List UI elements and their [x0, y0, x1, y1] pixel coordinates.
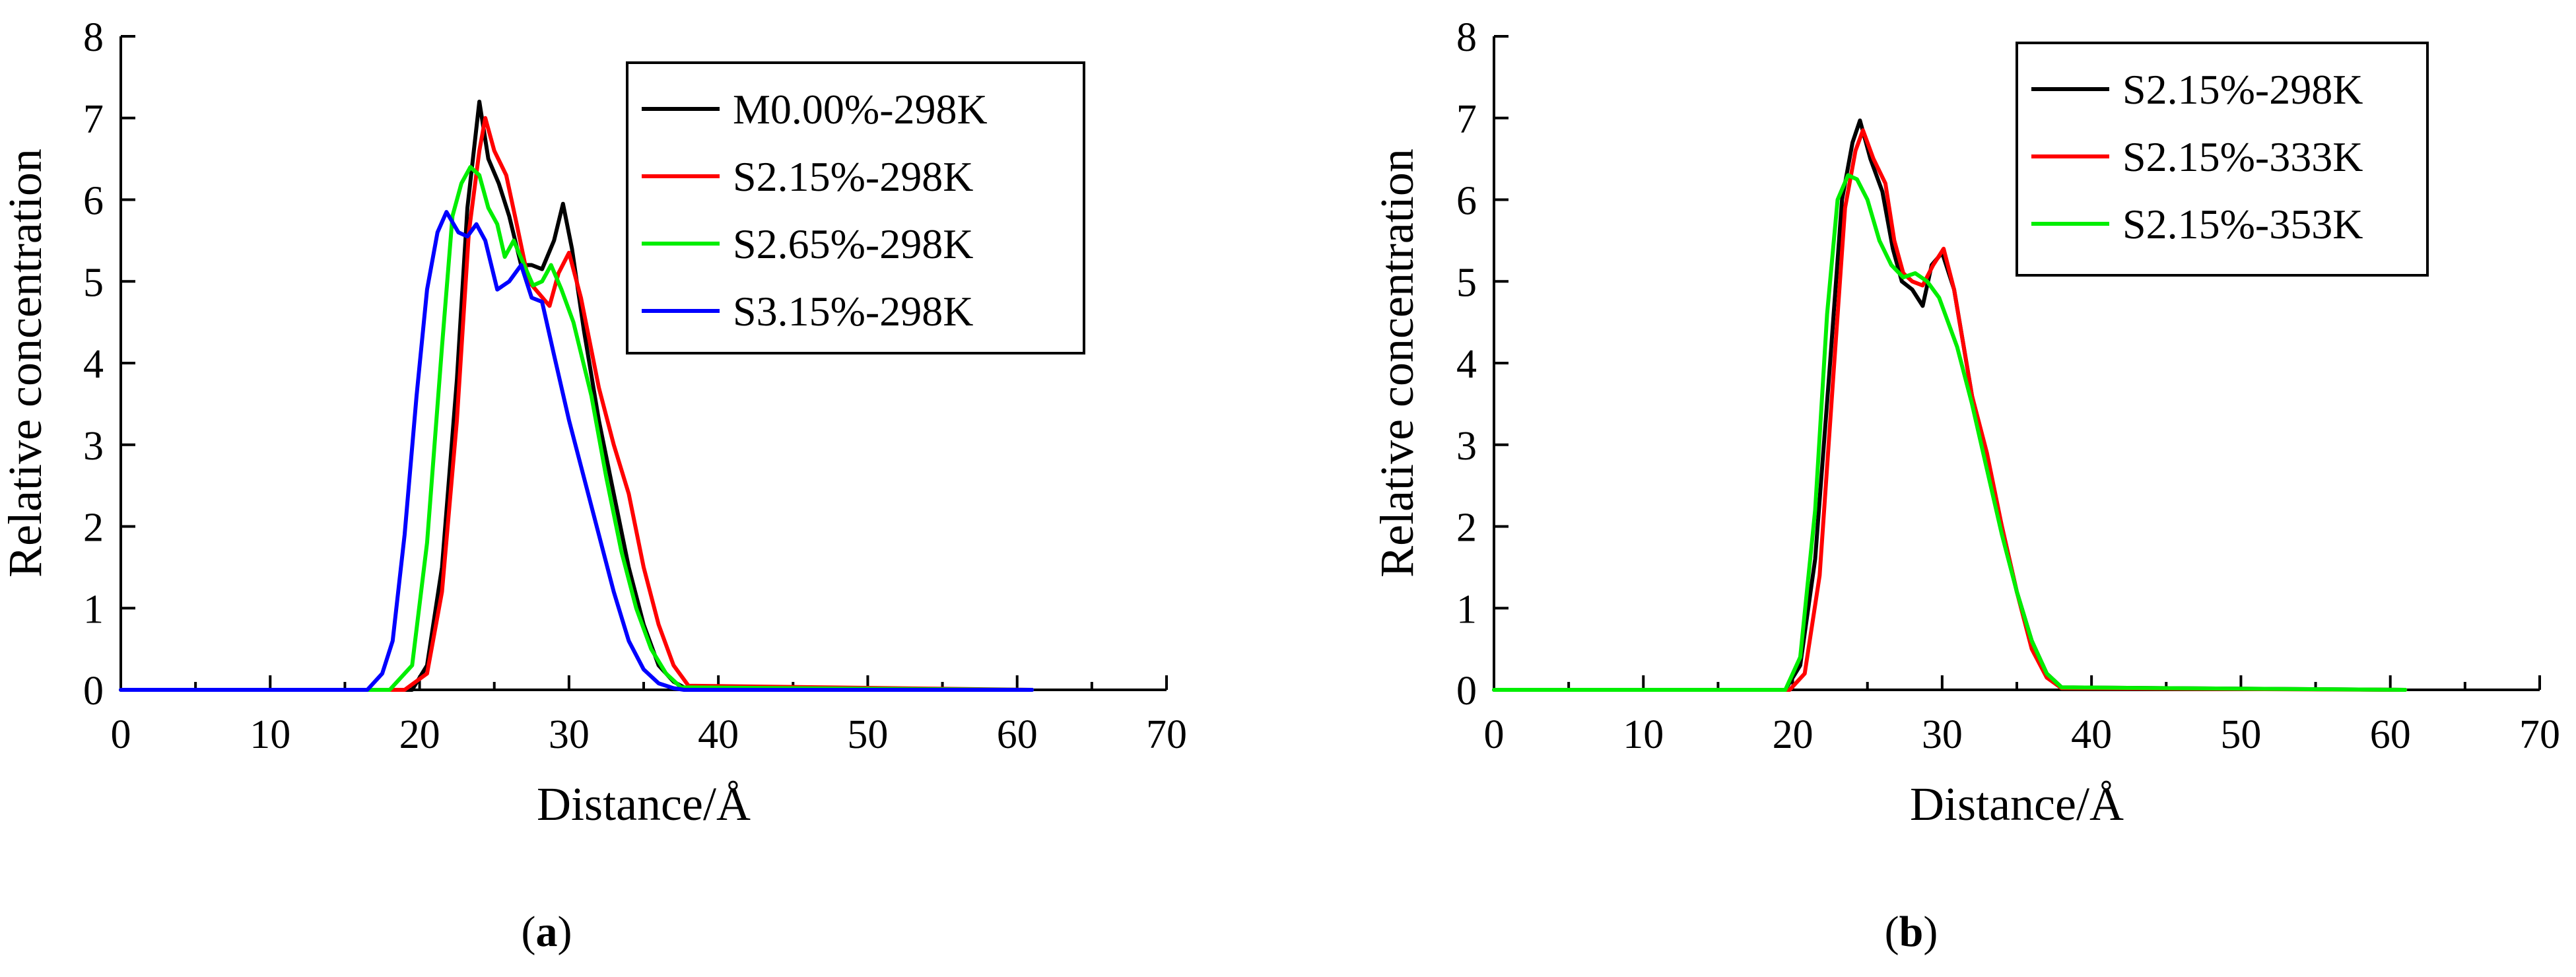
y-tick-label: 8 — [83, 15, 104, 60]
legend-label: S2.15%-298K — [2122, 66, 2363, 113]
y-tick-label: 0 — [1456, 669, 1477, 714]
x-tick-label: 10 — [1623, 712, 1664, 757]
series-line — [119, 116, 1034, 692]
legend-label: S2.15%-353K — [2122, 201, 2363, 248]
series-line — [1492, 173, 2408, 692]
y-tick-label: 7 — [1456, 97, 1477, 142]
x-tick-label: 0 — [1484, 712, 1505, 757]
legend-box — [626, 61, 1085, 354]
y-tick-label: 4 — [1456, 342, 1477, 387]
x-tick-label: 70 — [1146, 712, 1187, 757]
series-line — [119, 100, 1034, 692]
y-tick-label: 2 — [1456, 506, 1477, 551]
x-tick-label: 30 — [549, 712, 590, 757]
legend: M0.00%-298K S2.15%-298K S2.65%-298K S3.15%-… — [626, 61, 1085, 354]
y-tick-label: 7 — [83, 97, 104, 142]
chart-panel-a: 0 10 20 30 40 50 60 70 0 1 2 3 4 5 6 7 8 Distance/Å Relati… — [0, 15, 1187, 956]
x-tick-label: 40 — [698, 712, 739, 757]
x-tick-label: 30 — [1922, 712, 1963, 757]
y-tick-label: 2 — [83, 506, 104, 551]
legend-label: S2.65%-298K — [733, 220, 973, 267]
y-tick-label: 5 — [83, 260, 104, 305]
y-tick-label: 1 — [83, 587, 104, 632]
legend: S2.15%-298K S2.15%-333K S2.15%-353K — [2016, 42, 2429, 277]
legend-box — [2016, 42, 2429, 277]
y-axis-title: Relative concentration — [0, 149, 51, 578]
x-tick-label: 40 — [2071, 712, 2112, 757]
y-tick-label: 6 — [83, 179, 104, 224]
legend-label: S2.15%-333K — [2122, 133, 2363, 180]
panel-caption: (b) — [1885, 908, 1938, 956]
chart-panel-b: 0 10 20 30 40 50 60 70 0 1 2 3 4 5 6 7 8 Distance/Å Relati… — [1371, 15, 2560, 956]
series-line — [119, 165, 1034, 692]
y-tick-label: 5 — [1456, 260, 1477, 305]
x-tick-label: 10 — [250, 712, 290, 757]
x-tick-label: 50 — [2220, 712, 2261, 757]
y-axis-title: Relative concentration — [1371, 149, 1423, 578]
x-tick-label: 70 — [2519, 712, 2560, 757]
x-tick-label: 20 — [399, 712, 440, 757]
legend-label: M0.00%-298K — [733, 86, 988, 133]
x-tick-label: 0 — [111, 712, 131, 757]
y-tick-label: 3 — [1456, 424, 1477, 469]
x-tick-label: 50 — [847, 712, 888, 757]
y-tick-label: 0 — [83, 669, 104, 714]
y-tick-label: 1 — [1456, 587, 1477, 632]
x-tick-label: 20 — [1773, 712, 1813, 757]
legend-label: S2.15%-298K — [733, 153, 973, 200]
y-tick-label: 3 — [83, 424, 104, 469]
y-tick-label: 4 — [83, 342, 104, 387]
x-tick-label: 60 — [2370, 712, 2411, 757]
y-tick-label: 6 — [1456, 179, 1477, 224]
y-tick-label: 8 — [1456, 15, 1477, 60]
panel-caption: (a) — [522, 908, 572, 956]
x-tick-label: 60 — [997, 712, 1038, 757]
legend-label: S3.15%-298K — [733, 288, 973, 335]
series-line — [119, 210, 1034, 692]
x-axis-title: Distance/Å — [1910, 778, 2124, 830]
x-axis-title: Distance/Å — [537, 778, 751, 830]
